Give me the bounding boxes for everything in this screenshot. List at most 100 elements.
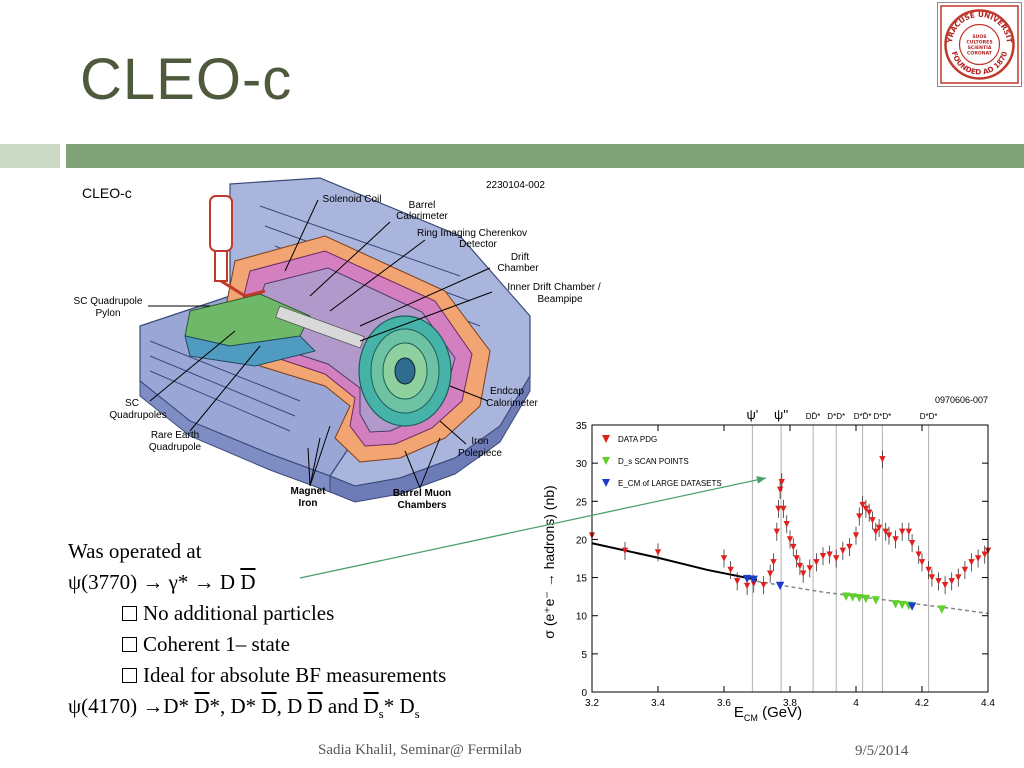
data-point-pdg: [793, 555, 800, 562]
header-band-dark: [66, 144, 1024, 168]
data-point-pdg: [935, 578, 942, 585]
data-point-pdg: [905, 528, 912, 535]
data-point-pdg: [819, 553, 827, 560]
x-tick-label: 4.4: [981, 698, 995, 709]
legend-marker: [602, 435, 610, 443]
fit-line-dashed: [756, 580, 989, 615]
data-point-pdg: [908, 540, 916, 547]
threshold-label: DD̄*: [806, 412, 821, 421]
data-point-pdg: [800, 570, 807, 577]
legend-label: E_CM of LARGE DATASETS: [618, 479, 722, 488]
data-point-pdg: [892, 536, 899, 543]
y-tick-label: 30: [576, 459, 588, 470]
label-endcap-calorimeter-1: Endcap: [490, 386, 524, 397]
data-point-pdg: [875, 524, 883, 532]
label-barrel-muon-2: Chambers: [398, 500, 447, 511]
label-iron-polepiece-2: Polepiece: [458, 448, 502, 459]
y-tick-label: 5: [581, 650, 587, 661]
x-tick-label: 3.4: [651, 698, 665, 709]
threshold-label: D*D*: [874, 412, 892, 421]
syracuse-university-seal-logo: SYRACUSE UNIVERSITY FOUNDED AD 1870 SUOS…: [937, 2, 1022, 87]
data-point-pdg: [899, 528, 906, 535]
y-tick-label: 0: [581, 688, 587, 699]
threshold-label: D*D*: [827, 412, 845, 421]
data-point-pdg: [783, 520, 790, 528]
label-barrel-calorimeter-2: Calorimeter: [396, 211, 448, 222]
svg-text:CORONAT: CORONAT: [967, 51, 993, 57]
data-point-pdg: [862, 505, 870, 513]
label-rich-1: Ring Imaging Cherenkov: [417, 228, 527, 239]
threshold-label: ψ'': [774, 407, 788, 422]
data-point-pdg: [778, 479, 785, 486]
label-inner-drift-2: Beampipe: [537, 294, 582, 305]
data-point-scan: [841, 592, 851, 601]
data-point-pdg: [955, 574, 962, 581]
x-tick-label: 4.2: [915, 698, 929, 709]
data-point-pdg: [928, 574, 936, 581]
data-point-large: [775, 581, 785, 591]
data-point-pdg: [981, 551, 988, 558]
text-line-psi3770: ψ(3770) → γ* → D D: [68, 570, 256, 594]
data-point-scan: [898, 600, 907, 610]
data-point-pdg: [727, 566, 734, 574]
data-point-pdg: [743, 582, 751, 590]
threshold-label: D*D̄*: [854, 412, 872, 421]
data-point-scan: [871, 596, 880, 605]
data-point-pdg: [775, 505, 782, 513]
y-tick-label: 35: [576, 421, 588, 432]
data-point-pdg: [941, 582, 949, 589]
label-barrel-calorimeter-1: Barrel: [409, 200, 436, 211]
data-point-pdg: [859, 501, 866, 509]
data-point-large: [907, 602, 917, 611]
detector-leader-lines: [148, 199, 493, 489]
detector-code: 2230104-002: [486, 180, 545, 191]
chart-xlabel: ECM (GeV): [734, 704, 802, 722]
data-point-pdg: [786, 536, 794, 543]
label-sc-quadrupole-pylon-1: SC Quadrupole: [74, 296, 143, 307]
label-magnet-iron-1: Magnet: [291, 486, 327, 497]
chart-code: 0970606-007: [935, 395, 988, 405]
data-point-pdg: [856, 513, 863, 520]
legend-marker: [602, 457, 610, 465]
bullet-coherent-state: Coherent 1– state: [68, 629, 446, 660]
text-line-operated: Was operated at: [68, 539, 202, 563]
detector-inner-layers: [184, 235, 491, 463]
data-point-pdg: [839, 547, 846, 555]
data-point-pdg: [767, 570, 774, 577]
data-point-pdg: [968, 559, 975, 566]
header-band-light: [0, 144, 60, 168]
cleo-c-detector-diagram: CLEO-c 2230104-002: [74, 177, 601, 511]
text-line-psi4170: ψ(4170) →D* D*, D* D, D D and Ds* Ds: [68, 694, 420, 722]
label-endcap-calorimeter-2: Calorimeter: [486, 398, 538, 409]
x-tick-label: 3.8: [783, 698, 797, 709]
data-point-pdg: [760, 582, 767, 589]
data-point-pdg: [882, 528, 889, 535]
label-sc-quadrupoles-1: SC: [125, 398, 139, 409]
legend-marker: [602, 479, 610, 487]
fit-line-solid: [591, 542, 758, 581]
data-point-scan: [937, 605, 946, 614]
threshold-label: D*D*: [920, 412, 938, 421]
label-inner-drift-1: Inner Drift Chamber /: [507, 282, 601, 293]
threshold-label: ψ': [747, 407, 759, 422]
detector-heading: CLEO-c: [82, 185, 132, 201]
slide-title: CLEO-c: [80, 47, 293, 112]
svg-text:CULTORES: CULTORES: [966, 40, 992, 46]
data-point-pdg: [879, 456, 886, 463]
data-point-pdg: [961, 566, 969, 574]
data-point-pdg: [872, 528, 879, 535]
slide-body-text: Was operated at ψ(3770) → γ* → D D No ad…: [68, 536, 446, 729]
label-rich-2: Detector: [459, 239, 497, 250]
data-point-pdg: [790, 543, 797, 551]
data-point-pdg: [813, 559, 820, 566]
y-tick-label: 15: [576, 574, 588, 585]
data-point-scan: [891, 600, 900, 609]
svg-text:SCIENTIA: SCIENTIA: [968, 45, 992, 51]
data-point-pdg: [773, 528, 780, 535]
data-point-pdg: [852, 532, 860, 539]
x-tick-label: 3.2: [585, 698, 599, 709]
data-point-pdg: [866, 509, 873, 516]
bullet-ideal-bf: Ideal for absolute BF measurements: [68, 660, 446, 691]
label-rare-earth-1: Rare Earth: [151, 430, 199, 441]
x-tick-label: 4: [853, 698, 859, 709]
